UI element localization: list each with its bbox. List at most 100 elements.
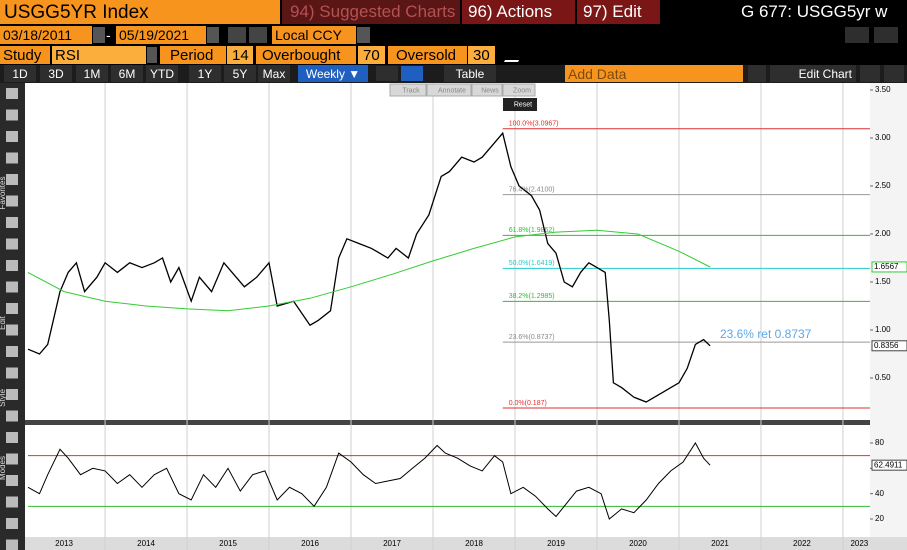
pencil-icon[interactable] (503, 48, 527, 62)
calendar-icon[interactable] (93, 27, 105, 43)
chart: Favorites Edit Style Modes 2013 2014 2015 2016 2… (0, 83, 907, 550)
last-value-label: 1.6567 (874, 262, 899, 271)
y-tick-label: 1.50 (875, 277, 891, 286)
series-line (27, 229, 711, 312)
tool-icon[interactable] (6, 346, 18, 357)
end-date[interactable]: 05/19/2021 (116, 26, 206, 44)
calendar-icon[interactable] (207, 27, 219, 43)
study-dropdown[interactable] (147, 47, 157, 63)
tool-icon[interactable] (6, 324, 18, 336)
x-tick-label: 2022 (793, 539, 811, 548)
y-tick-label: 2.00 (875, 229, 891, 238)
x-tick-label: 2023 (850, 539, 868, 548)
period-field[interactable]: 14 (227, 46, 253, 64)
tool-icon[interactable] (6, 518, 18, 529)
bar-icon[interactable] (401, 66, 423, 81)
sidebar-label: Favorites (0, 177, 7, 210)
edit-chart[interactable]: Edit Chart (770, 65, 856, 82)
series-line (27, 131, 711, 403)
frequency[interactable]: Weekly ▼ (298, 65, 368, 82)
tool-icon[interactable] (6, 152, 18, 164)
suggested-charts[interactable]: 94) Suggested Charts (282, 0, 460, 24)
y-tick-label: 80 (875, 438, 884, 447)
period-button[interactable]: Max (258, 65, 290, 82)
tool-label: Zoom (513, 87, 531, 94)
tool-icon[interactable] (6, 410, 18, 422)
tool-button[interactable] (426, 83, 472, 97)
period-button[interactable]: 1M (76, 65, 108, 82)
x-tick-label: 2020 (629, 539, 647, 548)
tool-icon[interactable] (6, 432, 18, 443)
currency[interactable]: Local CCY (272, 26, 356, 44)
tool-icon[interactable] (6, 131, 18, 142)
function-code: G 677: USGG5yr w (741, 2, 888, 21)
x-tick-label: 2013 (55, 539, 73, 548)
y-tick-label: 3.00 (875, 133, 891, 142)
y-tick-label: 1.00 (875, 325, 891, 334)
tool-icon[interactable] (6, 174, 18, 185)
sidebar-label: Style (0, 389, 7, 407)
line-icon[interactable] (376, 66, 398, 81)
overbought-field[interactable]: 70 (358, 46, 385, 64)
period-button[interactable]: 1Y (189, 65, 221, 82)
start-date[interactable]: 03/18/2011 (0, 26, 92, 44)
undo-button[interactable] (845, 27, 869, 43)
prev-button[interactable] (228, 27, 246, 43)
add-data[interactable]: Add Data (565, 65, 743, 82)
overbought-label: Overbought (256, 46, 356, 64)
tool-label: Annotate (438, 87, 466, 94)
tool-icon[interactable] (6, 539, 18, 550)
tool-icon[interactable] (6, 303, 18, 314)
last-value-tag (871, 340, 907, 352)
tool-icon[interactable] (6, 88, 18, 99)
next-button[interactable] (249, 27, 267, 43)
collapse-button[interactable] (748, 65, 766, 82)
y-tick-label: 20 (875, 514, 884, 523)
last-value-tag (871, 459, 907, 471)
tool-button[interactable] (502, 83, 536, 97)
tool-icon[interactable] (6, 475, 18, 486)
tool-icon[interactable] (6, 389, 18, 400)
redo-button[interactable] (874, 27, 898, 43)
sidebar-label: Edit (0, 315, 7, 330)
tool-icon[interactable] (6, 281, 18, 293)
tool-button[interactable] (389, 83, 427, 97)
reset-label: Reset (514, 101, 532, 108)
y-tick-label: 2.50 (875, 181, 891, 190)
tool-icon[interactable] (6, 496, 18, 508)
chart-icon[interactable] (860, 65, 880, 82)
level-label: 23.6%(0.8737) (509, 334, 555, 341)
period-button[interactable]: 1D (4, 65, 36, 82)
panel-divider (25, 420, 907, 425)
y-tick-label: 3.50 (875, 85, 891, 94)
last-value-label: 0.8356 (874, 341, 899, 350)
tool-icon[interactable] (6, 367, 18, 379)
y-tick-label: 40 (875, 489, 884, 498)
settings-icon[interactable] (884, 65, 904, 82)
oversold-label: Oversold (388, 46, 467, 64)
tool-icon[interactable] (6, 217, 18, 228)
actions-menu[interactable]: 96) Actions (462, 0, 575, 24)
period-label: Period (160, 46, 226, 64)
period-button[interactable]: 5Y (224, 65, 256, 82)
oversold-field[interactable]: 30 (468, 46, 495, 64)
chart-background (0, 83, 907, 550)
tool-icon[interactable] (6, 238, 18, 250)
period-button[interactable]: 3D (40, 65, 72, 82)
tool-icon[interactable] (6, 109, 18, 121)
tool-icon[interactable] (6, 260, 18, 271)
ticker[interactable]: USGG5YR Index (0, 0, 280, 24)
annotation: 23.6% ret 0.8737 (720, 327, 812, 341)
study-field[interactable]: RSI (52, 46, 146, 64)
level-label: 0.0%(0.187) (509, 400, 547, 407)
currency-dropdown[interactable] (357, 27, 370, 43)
period-button[interactable]: 6M (111, 65, 143, 82)
y-tick-label: 0.50 (875, 373, 891, 382)
period-button[interactable]: YTD (146, 65, 178, 82)
tool-icon[interactable] (6, 453, 18, 465)
tool-button[interactable] (471, 83, 503, 97)
edit-menu[interactable]: 97) Edit (577, 0, 660, 24)
reset-button[interactable] (503, 98, 537, 111)
table-button[interactable]: Table (444, 65, 496, 82)
tool-icon[interactable] (6, 195, 18, 207)
